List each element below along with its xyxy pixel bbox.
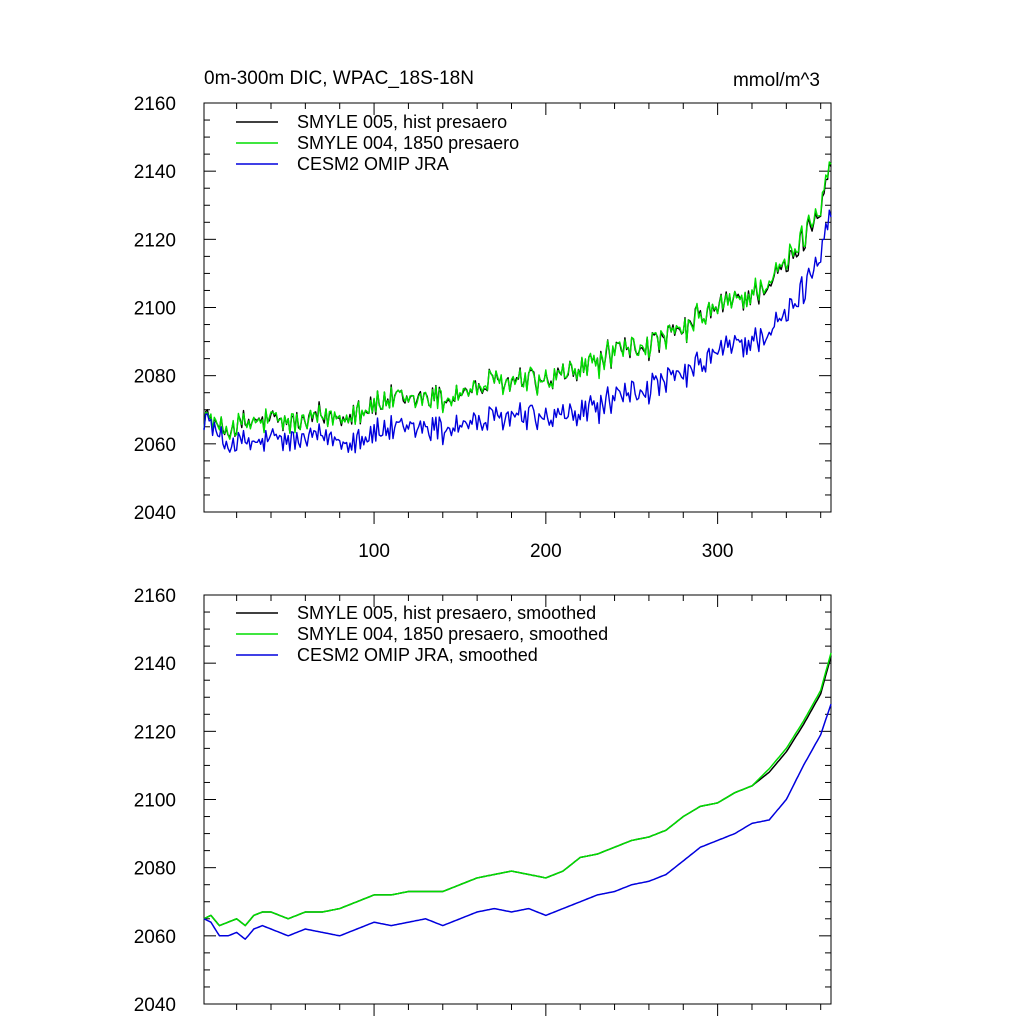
bottom-series-group — [203, 652, 832, 940]
top-legend-label-blue: CESM2 OMIP JRA — [297, 154, 449, 174]
top-panel-title: 0m-300m DIC, WPAC_18S-18N — [204, 68, 474, 89]
series-line-blue — [203, 209, 832, 454]
y-tick-label: 2060 — [134, 927, 176, 948]
y-tick-label: 2120 — [134, 722, 176, 743]
series-line-green — [203, 161, 832, 440]
series-line-black — [203, 162, 832, 438]
y-tick-label: 2080 — [134, 367, 176, 388]
series-line-blue — [203, 703, 832, 940]
top-panel: 0m-300m DIC, WPAC_18S-18N mmol/m^3 20402… — [134, 68, 832, 562]
x-tick-label: 300 — [702, 541, 734, 562]
y-tick-label: 2120 — [134, 230, 176, 251]
y-tick-label: 2160 — [134, 586, 176, 607]
top-legend: SMYLE 005, hist presaero SMYLE 004, 1850… — [236, 112, 519, 174]
y-tick-label: 2040 — [134, 503, 176, 524]
x-tick-label: 200 — [530, 541, 562, 562]
y-tick-label: 2100 — [134, 299, 176, 320]
y-tick-label: 2080 — [134, 859, 176, 880]
y-tick-label: 2100 — [134, 791, 176, 812]
top-panel-units: mmol/m^3 — [733, 70, 820, 91]
bottom-axis-ticks: 2040 2060 2080 2100 2120 2140 2160 — [134, 586, 831, 1016]
x-tick-label: 100 — [358, 541, 390, 562]
bottom-legend: SMYLE 005, hist presaero, smoothed SMYLE… — [236, 603, 608, 665]
top-legend-label-green: SMYLE 004, 1850 presaero — [297, 133, 519, 153]
top-axis-ticks: 2040 2060 2080 2100 2120 2140 2160 100 200 300 — [134, 94, 831, 562]
y-tick-label: 2040 — [134, 995, 176, 1016]
bottom-legend-label-blue: CESM2 OMIP JRA, smoothed — [297, 645, 538, 665]
bottom-panel: 2040 2060 2080 2100 2120 2140 2160 SMYLE 005, … — [134, 586, 832, 1016]
top-series-group — [203, 161, 832, 454]
bottom-legend-label-black: SMYLE 005, hist presaero, smoothed — [297, 603, 596, 623]
y-tick-label: 2140 — [134, 654, 176, 675]
y-tick-label: 2160 — [134, 94, 176, 115]
series-line-black — [203, 656, 832, 927]
y-tick-label: 2140 — [134, 162, 176, 183]
series-line-green — [203, 652, 832, 927]
bottom-legend-label-green: SMYLE 004, 1850 presaero, smoothed — [297, 624, 608, 644]
top-legend-label-black: SMYLE 005, hist presaero — [297, 112, 507, 132]
y-tick-label: 2060 — [134, 435, 176, 456]
